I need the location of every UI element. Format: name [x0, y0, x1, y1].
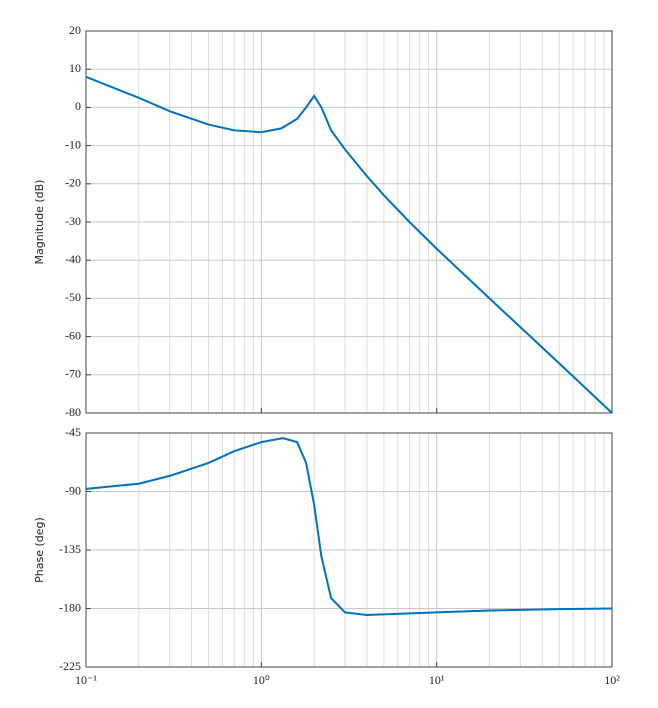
y-tick-label: -225 [59, 659, 81, 673]
y-tick-label: -40 [65, 252, 81, 266]
y-tick-label: -70 [65, 367, 81, 381]
y-tick-label: -10 [65, 137, 81, 151]
y-tick-label: 0 [75, 99, 81, 113]
y-tick-label: -45 [65, 425, 81, 439]
y-axis-title: Phase (deg) [33, 517, 46, 583]
y-tick-label: -80 [65, 405, 81, 419]
y-tick-label: -20 [65, 176, 81, 190]
y-tick-label: -180 [59, 600, 81, 614]
data-line [85, 437, 613, 617]
y-tick-label: -60 [65, 328, 81, 342]
x-tick-label: 10¹ [429, 673, 445, 687]
y-tick-label: -30 [65, 214, 81, 228]
x-tick-label: 10⁻¹ [75, 673, 97, 687]
y-tick-label: -50 [65, 290, 81, 304]
plot-frame [85, 30, 613, 414]
data-line [85, 75, 613, 414]
y-axis-title: Magnitude (dB) [33, 180, 46, 265]
y-tick-label: -90 [65, 483, 81, 497]
y-tick-label: 20 [69, 23, 81, 37]
x-tick-label: 10² [604, 673, 620, 687]
y-tick-label: -135 [59, 542, 81, 556]
plot-frame [85, 432, 613, 668]
y-tick-label: 10 [69, 61, 81, 75]
x-tick-label: 10⁰ [253, 673, 270, 687]
